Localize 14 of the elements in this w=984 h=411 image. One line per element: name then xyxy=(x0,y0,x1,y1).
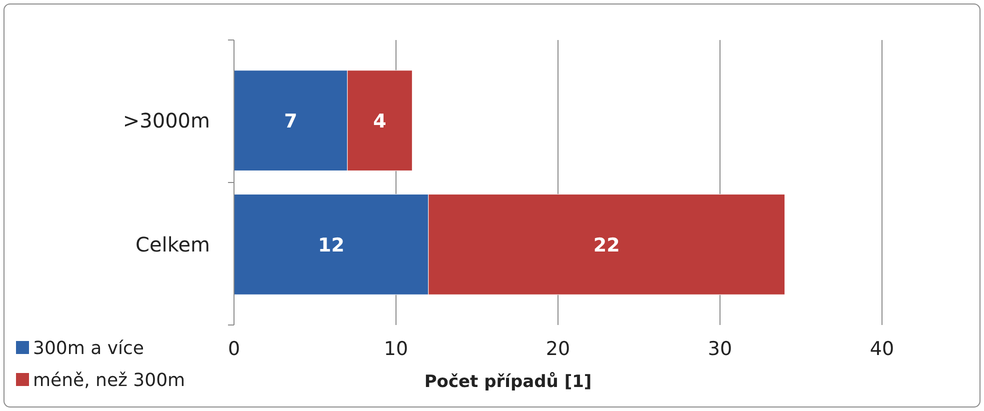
data-label: 22 xyxy=(593,234,620,256)
x-tick-label: 20 xyxy=(546,338,570,360)
x-tick-label: 40 xyxy=(870,338,894,360)
y-tick-label: Celkem xyxy=(136,232,210,256)
data-label: 7 xyxy=(284,110,298,133)
x-tick-label: 0 xyxy=(228,338,240,360)
x-tick-label: 30 xyxy=(708,338,732,360)
data-label: 12 xyxy=(318,234,344,256)
y-tick-label: >3000m xyxy=(122,108,210,133)
legend-label: 300m a více xyxy=(33,338,144,359)
legend-label: méně, než 300m xyxy=(33,370,186,391)
x-tick-label: 10 xyxy=(384,338,408,360)
data-label: 4 xyxy=(373,110,386,133)
x-axis-title: Počet případů [1] xyxy=(424,372,592,392)
